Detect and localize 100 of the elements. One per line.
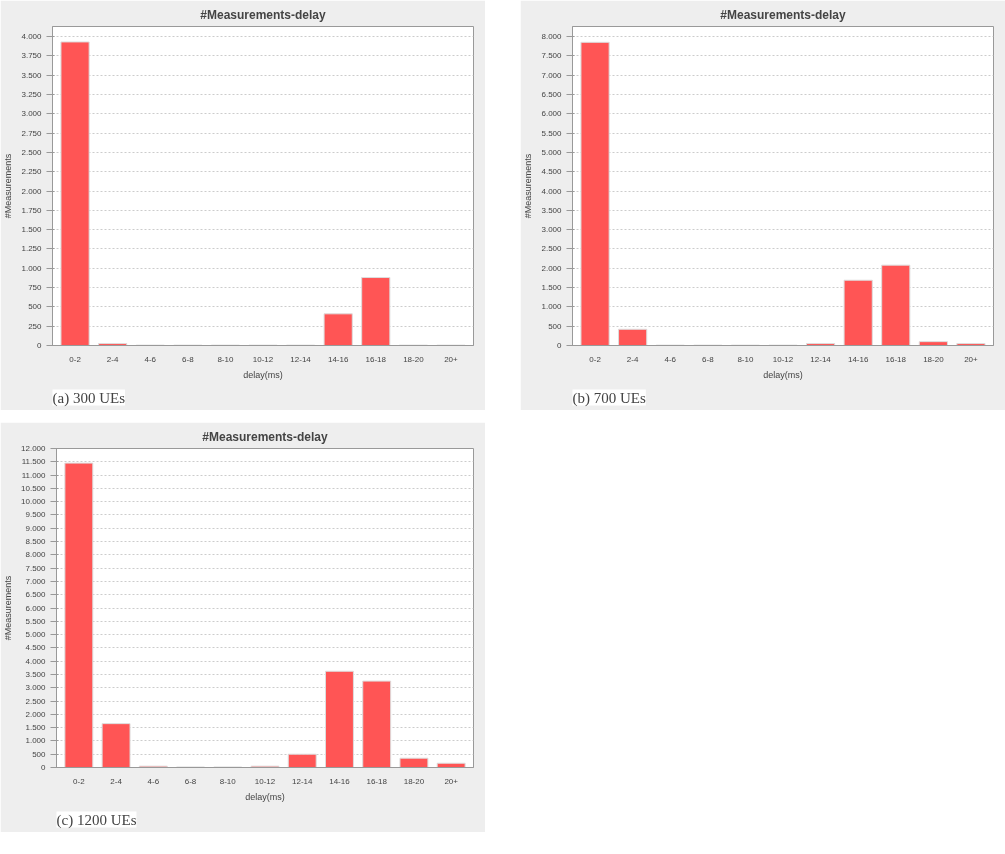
y-tick-label: 1.250 [21,244,43,254]
x-tick-label: 2-4 [110,776,123,786]
x-tick-label: 16-18 [885,354,907,364]
y-tick-label: 3.000 [25,683,47,693]
y-tick-label: 2.000 [21,186,43,196]
y-tick-label: 6.000 [25,603,47,613]
x-tick-label: 8-10 [737,354,754,364]
y-tick-label: 8.500 [25,537,47,547]
y-tick-label: 7.500 [25,563,47,573]
y-tick-label: 7.000 [25,576,47,586]
x-tick-label: 8-10 [217,354,234,364]
y-tick-label: 2.500 [25,696,47,706]
x-tick-label: 4-6 [144,354,157,364]
x-tick-label: 4-6 [147,776,160,786]
y-tick-label: 11.500 [21,457,47,467]
y-tick-label: 6.000 [541,109,563,119]
y-tick-label: 2.250 [21,167,43,177]
text: (c) 1200 UEs [56,811,137,829]
y-tick-label: 9.000 [25,523,47,533]
y-tick-label: 10.500 [21,483,47,493]
y-tick-label: 3.500 [25,669,47,679]
y-tick-label: 3.000 [541,225,563,235]
x-tick-label: 6-8 [182,354,195,364]
y-tick-label: 3.500 [541,205,563,215]
y-tick-label: 5.000 [25,630,47,640]
chart-title: #Measurements-delay [202,429,329,444]
y-axis-title: #Measurements [3,153,14,219]
y-tick-label: 1.500 [25,723,47,733]
x-axis-title: delay(ms) [245,791,285,802]
x-tick-label: 14-16 [329,776,351,786]
x-tick-label: 10-12 [254,776,276,786]
y-tick-label: 500 [548,321,563,331]
x-axis-title: delay(ms) [763,369,803,380]
y-tick-label: 6.500 [25,590,47,600]
y-axis-title: #Measurements [3,575,14,641]
y-tick-label: 0 [41,763,47,772]
y-tick-label: 750 [28,283,43,293]
x-tick-label: 16-18 [365,354,387,364]
y-tick-label: 4.000 [21,32,43,42]
x-tick-label: 0-2 [69,354,82,364]
y-tick-label: 2.750 [21,128,43,138]
y-tick-label: 1.000 [25,736,47,746]
x-tick-label: 12-14 [290,354,312,364]
y-tick-label: 1.750 [21,205,43,215]
x-tick-label: 20+ [444,776,459,786]
x-axis-title: delay(ms) [243,369,283,380]
y-tick-label: 4.500 [25,643,47,653]
x-tick-label: 4-6 [664,354,677,364]
y-tick-label: 11.000 [21,470,47,480]
chart-title: #Measurements-delay [200,7,327,22]
y-tick-label: 10.000 [21,497,47,507]
x-tick-label: 20+ [964,354,979,364]
y-tick-label: 3.000 [21,109,43,119]
y-tick-label: 4.000 [25,656,47,666]
x-tick-label: 16-18 [366,776,388,786]
y-tick-label: 4.500 [541,167,563,177]
y-tick-label: 0 [37,341,43,350]
x-tick-label: 0-2 [589,354,602,364]
x-tick-label: 14-16 [847,354,869,364]
y-tick-label: 6.500 [541,89,563,99]
y-tick-label: 2.500 [21,147,43,157]
x-tick-label: 12-14 [810,354,832,364]
y-tick-label: 2.000 [541,263,563,273]
x-tick-label: 6-8 [184,776,197,786]
x-tick-label: 6-8 [702,354,715,364]
y-tick-label: 7.000 [541,70,563,80]
y-tick-label: 8.000 [25,550,47,560]
x-tick-label: 18-20 [403,354,425,364]
y-tick-label: 1.000 [21,263,43,273]
y-tick-label: 5.500 [25,616,47,626]
y-tick-label: 0 [557,341,563,350]
y-tick-label: 1.500 [541,283,563,293]
x-tick-label: 8-10 [219,776,237,786]
y-tick-label: 8.000 [541,32,563,42]
text: (a) 300 UEs [52,389,126,407]
y-tick-label: 2.000 [25,709,47,719]
x-tick-label: 0-2 [73,776,86,786]
y-axis-title: #Measurements [523,153,534,219]
y-tick-label: 9.500 [25,510,47,520]
y-tick-label: 250 [28,321,43,331]
y-tick-label: 1.000 [541,302,563,312]
x-tick-label: 18-20 [923,354,945,364]
y-tick-label: 500 [28,302,43,312]
y-tick-label: 5.000 [541,147,563,157]
y-tick-label: 4.000 [541,186,563,196]
y-tick-label: 500 [32,749,47,759]
y-tick-label: 1.500 [21,225,43,235]
y-tick-label: 12.000 [21,444,47,453]
y-tick-label: 3.250 [21,89,43,99]
y-tick-label: 2.500 [541,244,563,254]
x-tick-label: 2-4 [626,354,639,364]
chart-title: #Measurements-delay [720,7,847,22]
y-tick-label: 7.500 [541,51,563,61]
x-tick-label: 20+ [444,354,459,364]
y-tick-label: 5.500 [541,128,563,138]
x-tick-label: 12-14 [292,776,314,786]
text: (b) 700 UEs [572,389,646,407]
x-tick-label: 10-12 [252,354,274,364]
y-tick-label: 3.750 [21,51,43,61]
x-tick-label: 2-4 [106,354,119,364]
